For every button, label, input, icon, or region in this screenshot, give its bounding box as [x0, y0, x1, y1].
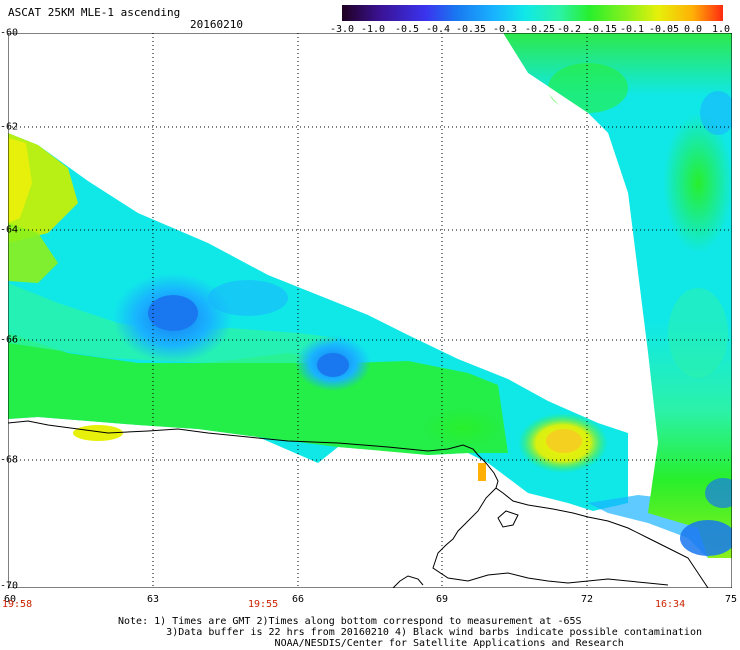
x-tick-label: 69 [435, 594, 449, 605]
x-tick-label: 75 [724, 594, 738, 605]
x-tick-label: 72 [580, 594, 594, 605]
footnote-line: 3)Data buffer is 22 hrs from 20160210 4)… [166, 627, 702, 638]
colorbar-label: -3.0 [329, 24, 355, 35]
west-swath [8, 133, 732, 558]
colorbar-label: -0.15 [586, 24, 618, 35]
x-tick-label: 66 [291, 594, 305, 605]
time-label: 19:58 [2, 599, 33, 610]
footnote-line: NOAA/NESDIS/Center for Satellite Applica… [274, 638, 624, 649]
colorbar-label: -0.25 [524, 24, 556, 35]
colorbar-label: -1.0 [360, 24, 386, 35]
y-tick-label: -62 [0, 121, 19, 133]
colorbar-label: -0.4 [425, 24, 451, 35]
y-tick-label: -64 [0, 224, 19, 236]
y-tick-label: -68 [0, 454, 19, 466]
coastline [8, 420, 709, 588]
time-label: 19:55 [248, 599, 279, 610]
gridlines [8, 33, 732, 588]
colorbar [342, 5, 723, 21]
footnote: Note: 1) Times are GMT 2)Times along bot… [118, 616, 702, 649]
colorbar-label: -0.3 [492, 24, 518, 35]
map-plot [8, 33, 732, 588]
x-tick-label: 63 [146, 594, 160, 605]
y-tick-label: -60 [0, 27, 19, 39]
time-label: 16:34 [655, 599, 686, 610]
colorbar-labels: -3.0 -1.0 -0.5 -0.4 -0.35 -0.3 -0.25 -0.… [330, 24, 730, 38]
colorbar-label: -0.2 [556, 24, 582, 35]
colorbar-label: -0.35 [455, 24, 487, 35]
colorbar-label: 1.0 [711, 24, 731, 35]
colorbar-label: -0.05 [648, 24, 680, 35]
product-date: 20160210 [190, 18, 243, 31]
x-tick-label: 60 [3, 594, 17, 605]
colorbar-label: 0.0 [683, 24, 703, 35]
east-swath [503, 33, 732, 558]
y-tick-label: -70 [0, 580, 19, 592]
colorbar-label: -0.5 [394, 24, 420, 35]
colorbar-label: -0.1 [619, 24, 645, 35]
y-tick-label: -66 [0, 334, 19, 346]
product-title: ASCAT 25KM MLE-1 ascending [8, 6, 181, 19]
footnote-line: Note: 1) Times are GMT 2)Times along bot… [118, 616, 582, 627]
